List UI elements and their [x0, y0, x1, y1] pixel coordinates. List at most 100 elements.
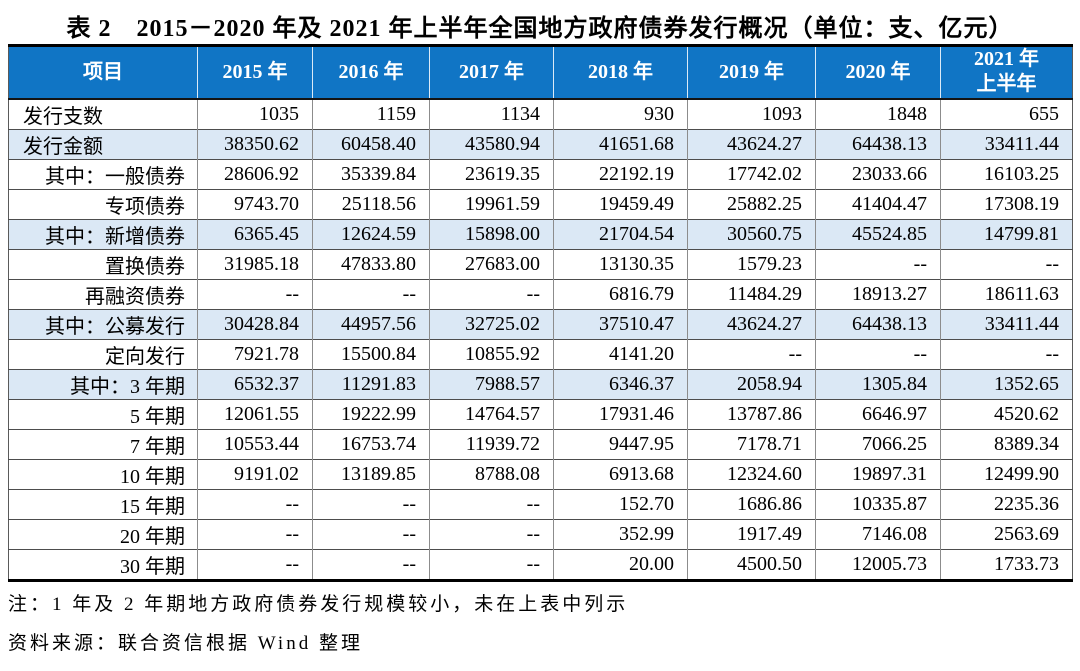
value-cell: 10855.92	[429, 338, 554, 369]
footnote: 注：1 年及 2 年期地方政府债券发行规模较小，未在上表中列示	[8, 593, 629, 615]
row-label-cell: 10 年期	[8, 458, 198, 489]
value-cell: 11484.29	[687, 278, 816, 309]
value-cell: 930	[553, 98, 688, 129]
table-row: 30 年期 -- -- -- 20.00 4500.50 12005.73 1733.73	[8, 548, 1073, 580]
row-label-cell: 15 年期	[8, 488, 198, 519]
value-cell: 1917.49	[687, 518, 816, 549]
value-cell: --	[815, 248, 941, 279]
value-cell: 4141.20	[553, 338, 688, 369]
table-row: 7 年期 10553.44 16753.74 11939.72 9447.95 7178.…	[8, 428, 1073, 459]
table-row: 10 年期 9191.02 13189.85 8788.08 6913.68 12324.…	[8, 458, 1073, 489]
value-cell: --	[197, 548, 313, 580]
value-cell: 1848	[815, 98, 941, 129]
value-cell: 11291.83	[312, 368, 430, 399]
value-cell: 6346.37	[553, 368, 688, 399]
column-header: 2018 年	[553, 45, 688, 99]
table-row: 其中：公募发行 30428.84 44957.56 32725.02 37510.47 4…	[8, 308, 1073, 339]
value-cell: 18913.27	[815, 278, 941, 309]
value-cell: --	[197, 488, 313, 519]
value-cell: 10335.87	[815, 488, 941, 519]
table-body: 发行支数 1035 1159 1134 930 1093 1848 655 发行金额 38350.…	[8, 98, 1073, 580]
value-cell: 2058.94	[687, 368, 816, 399]
value-cell: 43580.94	[429, 128, 554, 159]
value-cell: 4500.50	[687, 548, 816, 580]
value-cell: 18611.63	[940, 278, 1073, 309]
value-cell: 19961.59	[429, 188, 554, 219]
source-note: 资料来源：联合资信根据 Wind 整理	[8, 632, 363, 654]
table-row: 再融资债券 -- -- -- 6816.79 11484.29 18913.27 18611.…	[8, 278, 1073, 309]
value-cell: 15898.00	[429, 218, 554, 249]
value-cell: 60458.40	[312, 128, 430, 159]
value-cell: --	[312, 278, 430, 309]
value-cell: 655	[940, 98, 1073, 129]
table-row: 5 年期 12061.55 19222.99 14764.57 17931.46 1378…	[8, 398, 1073, 429]
column-header: 2017 年	[429, 45, 554, 99]
value-cell: 12324.60	[687, 458, 816, 489]
column-header: 2015 年	[197, 45, 313, 99]
table-row: 其中：3 年期 6532.37 11291.83 7988.57 6346.37 2058…	[8, 368, 1073, 399]
table-row: 发行支数 1035 1159 1134 930 1093 1848 655	[9, 98, 1073, 129]
value-cell: --	[197, 278, 313, 309]
value-cell: 8788.08	[429, 458, 554, 489]
value-cell: --	[429, 518, 554, 549]
table-row: 定向发行 7921.78 15500.84 10855.92 4141.20 -- -- --	[8, 338, 1073, 369]
row-label-cell: 再融资债券	[8, 278, 198, 309]
value-cell: 14764.57	[429, 398, 554, 429]
value-cell: 13130.35	[553, 248, 688, 279]
value-cell: 22192.19	[553, 158, 688, 189]
row-label-cell: 其中：公募发行	[8, 308, 198, 339]
value-cell: 7988.57	[429, 368, 554, 399]
value-cell: 1134	[429, 98, 554, 129]
value-cell: 32725.02	[429, 308, 554, 339]
value-cell: 15500.84	[312, 338, 430, 369]
value-cell: 43624.27	[687, 128, 816, 159]
value-cell: 1579.23	[687, 248, 816, 279]
value-cell: 6646.97	[815, 398, 941, 429]
value-cell: 9191.02	[197, 458, 313, 489]
value-cell: 28606.92	[197, 158, 313, 189]
value-cell: 37510.47	[553, 308, 688, 339]
column-header: 2016 年	[312, 45, 430, 99]
value-cell: 25118.56	[312, 188, 430, 219]
value-cell: 23033.66	[815, 158, 941, 189]
row-label-cell: 30 年期	[8, 548, 198, 580]
value-cell: 12624.59	[312, 218, 430, 249]
value-cell: 17742.02	[687, 158, 816, 189]
value-cell: 9447.95	[553, 428, 688, 459]
row-label-cell: 发行支数	[23, 105, 103, 128]
value-cell: 1093	[687, 98, 816, 129]
value-cell: 2235.36	[940, 488, 1073, 519]
value-cell: 6816.79	[553, 278, 688, 309]
value-cell: 12499.90	[940, 458, 1073, 489]
value-cell: 19897.31	[815, 458, 941, 489]
value-cell: 1686.86	[687, 488, 816, 519]
value-cell: 17931.46	[553, 398, 688, 429]
value-cell: 38350.62	[197, 128, 313, 159]
value-cell: 352.99	[553, 518, 688, 549]
value-cell: 20.00	[553, 548, 688, 580]
value-cell: 41404.47	[815, 188, 941, 219]
value-cell: 6365.45	[197, 218, 313, 249]
value-cell: 64438.13	[815, 128, 941, 159]
value-cell: --	[429, 278, 554, 309]
table-row: 发行金额 38350.62 60458.40 43580.94 41651.68 4362…	[8, 128, 1073, 159]
value-cell: 27683.00	[429, 248, 554, 279]
value-cell: 33411.44	[940, 128, 1073, 159]
value-cell: --	[312, 548, 430, 580]
value-cell: 35339.84	[312, 158, 430, 189]
value-cell: 14799.81	[940, 218, 1073, 249]
column-header: 2020 年	[815, 45, 941, 99]
value-cell: 64438.13	[815, 308, 941, 339]
table-row: 其中：新增债券 6365.45 12624.59 15898.00 21704.54 30…	[8, 218, 1073, 249]
row-label-cell: 5 年期	[8, 398, 198, 429]
value-cell: 4520.62	[940, 398, 1073, 429]
page-title: 表 2 2015－2020 年及 2021 年上半年全国地方政府债券发行概况（单…	[66, 16, 1014, 42]
value-cell: 33411.44	[940, 308, 1073, 339]
value-cell: --	[312, 488, 430, 519]
column-header: 2021 年上半年	[940, 45, 1073, 99]
value-cell: 10553.44	[197, 428, 313, 459]
value-cell: --	[940, 248, 1073, 279]
value-cell: --	[687, 338, 816, 369]
value-cell: 16103.25	[940, 158, 1073, 189]
value-cell: 41651.68	[553, 128, 688, 159]
